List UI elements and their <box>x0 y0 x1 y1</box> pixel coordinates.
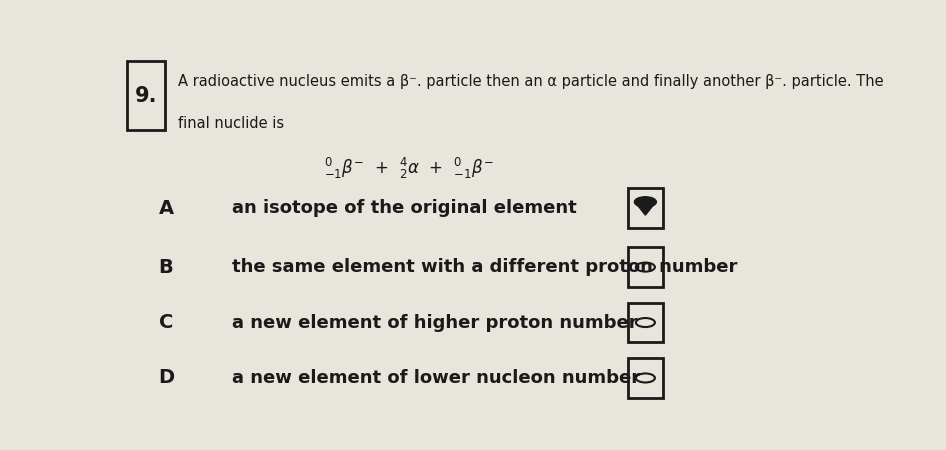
Circle shape <box>635 197 657 207</box>
Text: B: B <box>159 257 173 277</box>
Text: final nuclide is: final nuclide is <box>179 116 285 131</box>
Text: A radioactive nucleus emits a β⁻. particle then an α particle and finally anothe: A radioactive nucleus emits a β⁻. partic… <box>179 74 884 89</box>
Text: $^{0}_{-1}\beta^{-}$  $+$  $^{4}_{2}\alpha$  $+$  $^{0}_{-1}\beta^{-}$: $^{0}_{-1}\beta^{-}$ $+$ $^{4}_{2}\alpha… <box>324 156 493 181</box>
Text: 9.: 9. <box>135 86 157 106</box>
Bar <box>628 188 663 228</box>
Bar <box>127 61 166 130</box>
Text: A: A <box>159 199 174 218</box>
Bar <box>628 302 663 342</box>
Bar <box>628 358 663 398</box>
Text: D: D <box>159 369 175 387</box>
Text: a new element of higher proton number: a new element of higher proton number <box>232 314 638 332</box>
Text: a new element of lower nucleon number: a new element of lower nucleon number <box>232 369 640 387</box>
Text: an isotope of the original element: an isotope of the original element <box>232 199 577 217</box>
Polygon shape <box>637 204 655 215</box>
Text: the same element with a different proton number: the same element with a different proton… <box>232 258 737 276</box>
Bar <box>628 247 663 287</box>
Text: C: C <box>159 313 173 332</box>
